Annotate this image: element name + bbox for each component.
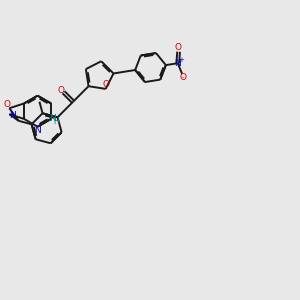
- Text: O: O: [179, 73, 186, 82]
- Text: N: N: [174, 59, 181, 68]
- Text: N: N: [10, 111, 16, 120]
- Text: O: O: [58, 85, 65, 94]
- Text: O: O: [175, 44, 182, 52]
- Text: O: O: [102, 80, 109, 89]
- Text: N: N: [34, 126, 41, 135]
- Text: N: N: [50, 114, 56, 123]
- Text: -: -: [182, 74, 184, 80]
- Text: H: H: [53, 116, 59, 125]
- Text: O: O: [4, 100, 11, 109]
- Text: +: +: [178, 57, 184, 63]
